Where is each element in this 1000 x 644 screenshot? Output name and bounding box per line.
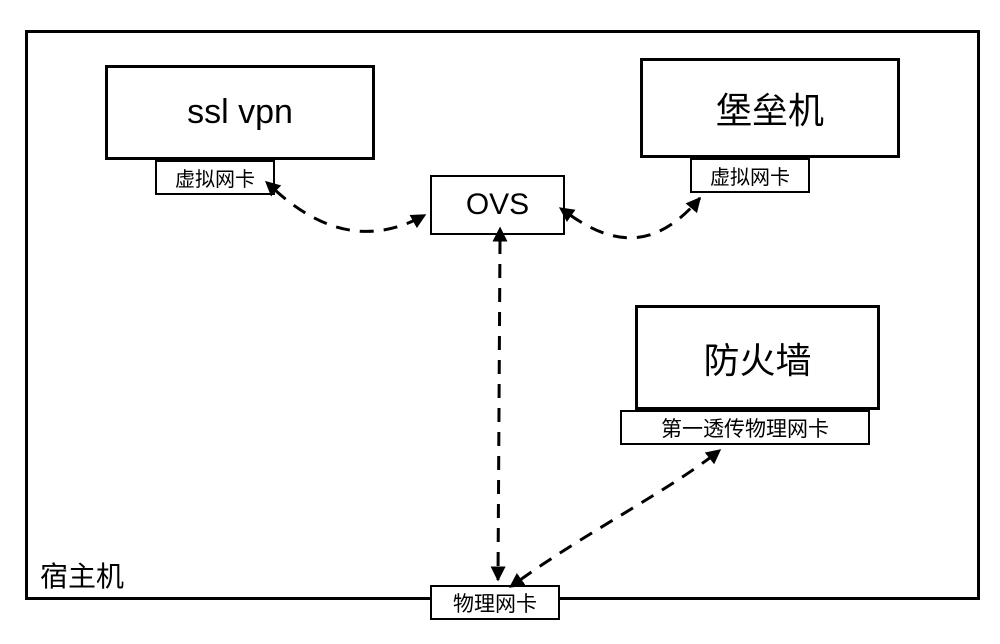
- diagram-canvas: 宿主机 ssl vpn 虚拟网卡 堡垒机 虚拟网卡 OVS 防火墙 第一透传物理…: [0, 0, 1000, 644]
- node-bastion: 堡垒机: [640, 58, 900, 158]
- node-sslvpn: ssl vpn: [105, 65, 375, 160]
- node-firewall: 防火墙: [635, 305, 880, 410]
- node-bastion-nic: 虚拟网卡: [690, 158, 810, 193]
- node-physical-nic: 物理网卡: [430, 585, 560, 620]
- node-ovs: OVS: [430, 175, 565, 235]
- node-firewall-nic: 第一透传物理网卡: [620, 410, 870, 445]
- node-sslvpn-nic: 虚拟网卡: [155, 160, 275, 195]
- host-label: 宿主机: [40, 555, 160, 595]
